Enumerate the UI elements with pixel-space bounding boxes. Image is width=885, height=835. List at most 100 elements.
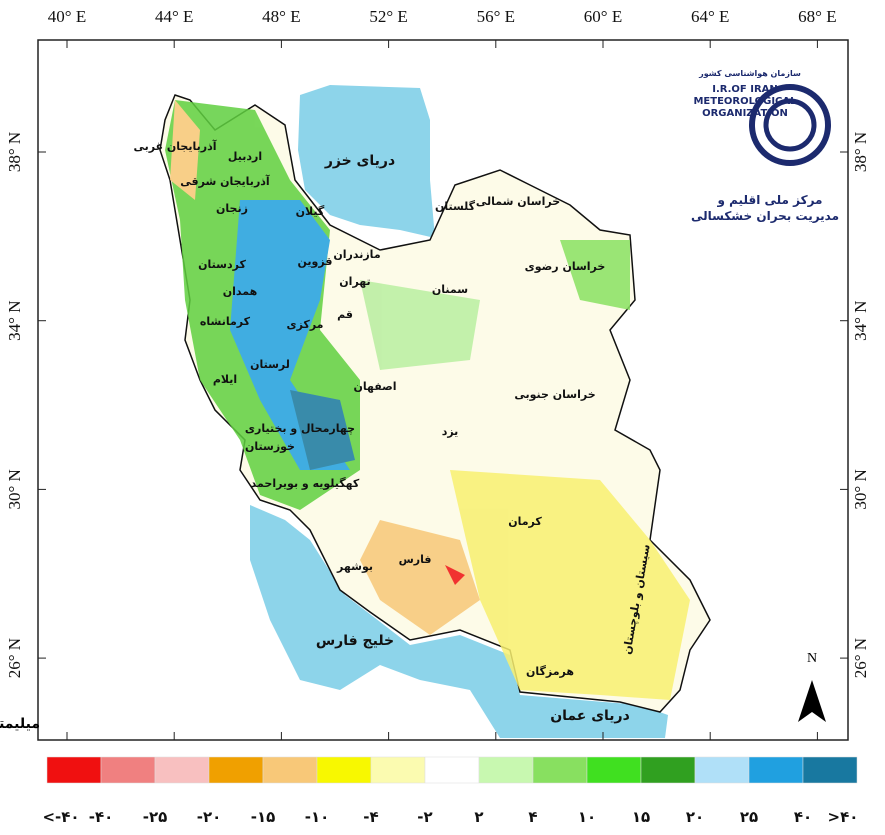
lon-label: 68° E — [798, 7, 836, 26]
legend-label: ۲ — [474, 808, 483, 826]
province-label: کرمان — [508, 515, 542, 528]
province-label: مازندران — [333, 248, 380, 261]
province-label: کهگیلویه و بویراحمد — [251, 477, 360, 490]
legend-label: ۱۵ — [632, 808, 650, 826]
patch-razavi — [560, 240, 630, 310]
sea-label: دریای خزر — [324, 153, 395, 169]
lon-label: 56° E — [477, 7, 515, 26]
province-label: خراسان رضوی — [525, 260, 606, 273]
legend-label: ۲۰ — [686, 808, 704, 826]
lon-label: 52° E — [369, 7, 407, 26]
province-label: کرمانشاه — [200, 315, 251, 328]
province-label: گیلان — [296, 205, 325, 218]
logo-center: مرکز ملی اقلیم و — [717, 193, 823, 208]
lat-label: 38° N — [5, 132, 24, 172]
province-label: ایلام — [213, 373, 237, 386]
legend-swatch — [802, 756, 858, 784]
logo: سازمان هواشناسی کشور I.R.OF IRAN METEORO… — [691, 69, 839, 223]
province-label: آذربایجان شرقی — [180, 174, 270, 188]
legend-label: -۴۰ — [89, 808, 114, 826]
patch-zagros — [230, 200, 350, 470]
logo-org-fa: سازمان هواشناسی کشور — [698, 69, 801, 78]
lon-label: 64° E — [691, 7, 729, 26]
legend-label: <-۴۰ — [42, 808, 79, 826]
legend-label: ۴ — [528, 808, 537, 826]
legend-swatch — [370, 756, 426, 784]
unit-label: میلیمتر — [0, 716, 40, 732]
legend-swatch — [586, 756, 642, 784]
province-label: قم — [337, 308, 353, 321]
legend-swatch — [100, 756, 156, 784]
logo-org-en: I.R.OF IRAN — [712, 84, 778, 95]
province-label: هرمزگان — [526, 665, 574, 678]
province-label: زنجان — [216, 202, 248, 215]
province-label: خوزستان — [245, 440, 295, 453]
logo-org-en: METEOROLOGICAL — [693, 96, 797, 107]
logo-org-en: ORGANIZATION — [702, 108, 788, 119]
province-label: تهران — [339, 275, 370, 288]
legend-label: ۲۵ — [740, 808, 758, 826]
province-label: اصفهان — [353, 380, 396, 393]
province-label: خراسان جنوبی — [514, 388, 595, 401]
legend-swatch — [694, 756, 750, 784]
province-label: چهارمحال و بختیاری — [245, 422, 355, 435]
province-label: خراسان شمالی — [476, 195, 560, 208]
lon-label: 48° E — [262, 7, 300, 26]
legend-swatch — [46, 756, 102, 784]
patch-semnan — [360, 280, 480, 370]
caspian-sea — [298, 85, 435, 238]
province-label: لرستان — [250, 358, 290, 371]
patch-southeast — [450, 470, 690, 700]
patch-fars-dry — [445, 565, 465, 585]
legend-label: -۲۰ — [197, 808, 222, 826]
legend-swatch — [424, 756, 480, 784]
province-label: گلستان — [435, 200, 476, 213]
legend-label: -۴ — [363, 808, 378, 826]
sea-label: دریای عمان — [550, 708, 630, 724]
legend-swatch — [154, 756, 210, 784]
legend-label: -۱۵ — [251, 808, 276, 826]
sea-label: خلیج فارس — [316, 633, 394, 649]
logo-ring-inner — [763, 98, 817, 152]
legend-swatch — [478, 756, 534, 784]
lat-label: 34° N — [5, 301, 24, 341]
province-label: کردستان — [198, 258, 246, 271]
lon-label: 60° E — [584, 7, 622, 26]
legend-swatch — [640, 756, 696, 784]
logo-ring — [749, 84, 831, 166]
province-label: قزوین — [298, 255, 333, 268]
legend-label: >۴۰ — [828, 808, 859, 826]
lat-label: 38° N — [851, 132, 870, 172]
legend-label: ۴۰ — [794, 808, 812, 826]
legend-swatch — [748, 756, 804, 784]
province-label: مرکزی — [287, 318, 324, 331]
legend-label: -۱۰ — [305, 808, 330, 826]
logo-center: مدیریت بحران خشکسالی — [691, 209, 839, 223]
lon-label: 40° E — [48, 7, 86, 26]
province-label: یزد — [442, 425, 459, 438]
province-label: فارس — [399, 553, 432, 566]
province-label: سمنان — [432, 283, 468, 296]
patch-nw — [170, 100, 200, 200]
province-label: بوشهر — [336, 560, 373, 573]
lat-label: 30° N — [5, 469, 24, 509]
legend-label: -۲۵ — [143, 808, 168, 826]
legend-swatch — [316, 756, 372, 784]
north-label: N — [807, 651, 817, 666]
province-label: همدان — [223, 285, 258, 298]
legend-swatch — [208, 756, 264, 784]
anomaly-patches — [165, 100, 690, 700]
legend-label: ۱۰ — [578, 808, 596, 826]
lat-label: 26° N — [5, 638, 24, 678]
lat-label: 26° N — [851, 638, 870, 678]
legend-swatch — [532, 756, 588, 784]
legend-swatch — [262, 756, 318, 784]
patch-bakhtiari — [290, 390, 355, 470]
gulfs — [250, 505, 668, 738]
lat-label: 30° N — [851, 469, 870, 509]
lat-label: 34° N — [851, 301, 870, 341]
patch-fars — [360, 520, 480, 635]
province-label: آذربایجان غربی — [133, 139, 216, 153]
north-arrow — [798, 680, 826, 722]
